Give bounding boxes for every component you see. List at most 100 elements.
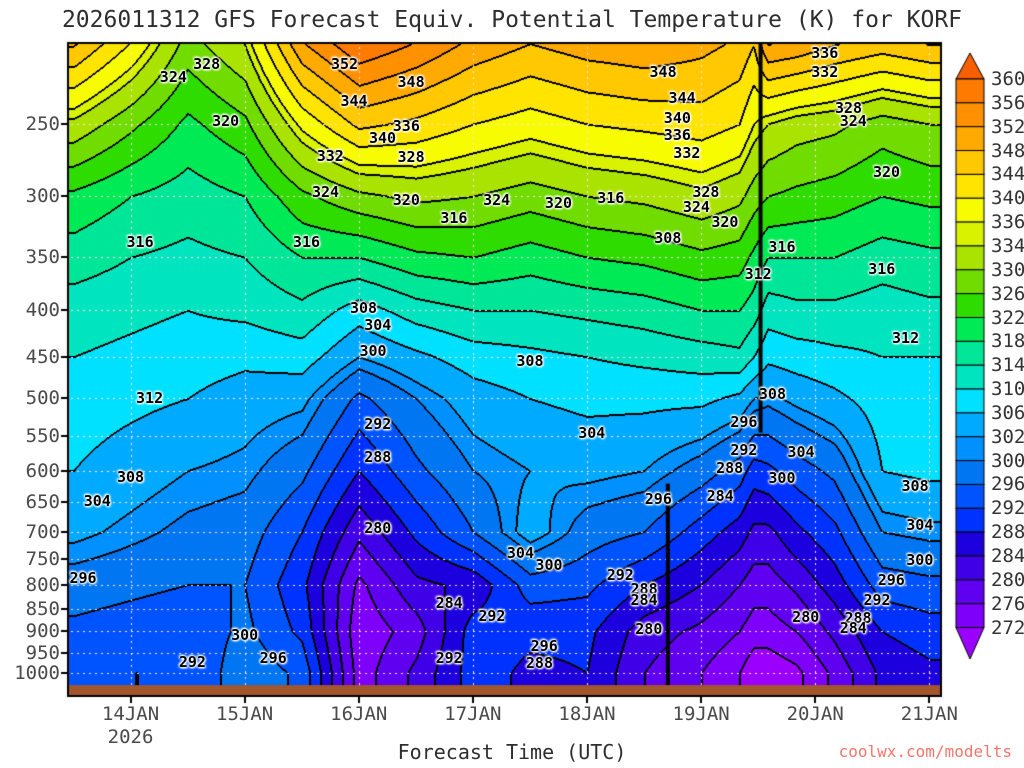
colorbar-tick-label: 284	[991, 545, 1024, 567]
y-axis-tick-label: 950	[25, 641, 60, 664]
y-axis-tick-label: 1000	[14, 661, 60, 684]
contour-label: 280	[364, 518, 392, 537]
contour-label: 292	[863, 591, 891, 610]
contour-label: 348	[649, 62, 677, 81]
colorbar-tick-label: 314	[991, 354, 1024, 377]
colorbar-tick-label: 344	[991, 163, 1024, 186]
y-axis-tick-label: 700	[25, 520, 60, 543]
contour-label: 288	[844, 609, 872, 628]
contour-label: 312	[136, 389, 164, 408]
y-axis-tick-label: 400	[25, 299, 60, 322]
y-axis-tick-label: 600	[25, 459, 60, 482]
x-axis-tick-label: 19JAN	[672, 703, 730, 725]
contour-label: 300	[906, 550, 934, 569]
contour-label: 284	[706, 487, 734, 506]
contour-label: 280	[792, 608, 820, 627]
contour-label: 288	[716, 459, 744, 478]
contour-label: 328	[193, 55, 221, 74]
y-axis-tick-label: 450	[25, 345, 60, 368]
contour-label: 344	[668, 88, 696, 107]
contour-label: 328	[834, 98, 863, 117]
contour-label: 288	[364, 447, 392, 466]
contour-label: 332	[673, 144, 701, 162]
x-axis-year-label: 2026	[107, 726, 154, 748]
contour-label: 308	[654, 228, 682, 247]
colorbar-tick-label: 330	[991, 258, 1024, 281]
contour-label: 320	[873, 162, 901, 181]
contour-label: 308	[516, 352, 544, 371]
contour-label: 284	[630, 590, 658, 609]
y-axis-tick-label: 800	[25, 573, 60, 596]
contour-label: 320	[212, 111, 240, 130]
contour-label: 304	[906, 516, 934, 535]
contour-label: 316	[126, 233, 154, 252]
colorbar-tick-label: 300	[991, 449, 1024, 472]
contour-label: 288	[630, 579, 658, 598]
contour-label: 316	[597, 188, 625, 207]
contour-label: 284	[435, 594, 463, 613]
colorbar-tick-label: 310	[991, 378, 1024, 401]
contour-label: 324	[839, 111, 867, 130]
contour-label: 336	[663, 125, 691, 144]
contour-label: 296	[877, 570, 905, 589]
y-axis-tick-label: 300	[25, 185, 60, 208]
contour-label: 308	[901, 476, 929, 495]
colorbar-tick-label: 288	[991, 521, 1024, 544]
contour-label: 292	[606, 565, 634, 584]
colorbar-tick-label: 318	[991, 330, 1024, 353]
contour-label: 296	[644, 489, 672, 508]
contour-label: 304	[364, 315, 392, 334]
y-axis-tick-label: 250	[25, 113, 60, 135]
contour-label: 288	[525, 654, 553, 673]
x-axis-tick-label: 14JAN	[101, 703, 160, 725]
contour-label: 308	[349, 299, 378, 318]
contour-label: 328	[397, 148, 425, 167]
x-axis-tick-label: 15JAN	[216, 703, 274, 725]
contour-label: 316	[768, 237, 796, 256]
contour-label: 292	[730, 441, 758, 460]
contour-label: 304	[506, 543, 534, 562]
contour-label: 328	[692, 183, 720, 202]
colorbar-tick-label: 280	[991, 568, 1024, 591]
contour-label: 304	[787, 442, 815, 461]
colorbar-tick-label: 276	[991, 592, 1024, 615]
colorbar-tick-label: 348	[991, 139, 1024, 162]
colorbar-tick-label: 352	[991, 115, 1024, 138]
contour-label: 312	[744, 264, 772, 283]
contour-label: 332	[316, 146, 344, 165]
contour-label: 296	[259, 648, 287, 667]
contour-label: 312	[892, 328, 920, 347]
contour-label: 296	[730, 413, 758, 432]
colorbar-tick-label: 340	[991, 187, 1024, 210]
x-axis-tick-label: 17JAN	[444, 703, 502, 725]
contour-label: 344	[340, 92, 368, 111]
contour-label: 316	[440, 209, 468, 228]
contour-label: 296	[69, 568, 97, 587]
contour-label: 304	[83, 491, 111, 510]
x-axis-tick-label: 18JAN	[558, 703, 616, 725]
contour-label: 300	[768, 468, 796, 487]
colorbar-tick-label: 306	[991, 401, 1024, 424]
x-axis-tick-label: 21JAN	[900, 703, 958, 725]
colorbar-tick-label: 334	[991, 234, 1024, 257]
y-axis-tick-label: 850	[25, 597, 60, 620]
contour-label: 320	[711, 212, 739, 231]
contour-label: 316	[292, 233, 321, 252]
contour-label: 336	[811, 44, 839, 63]
contour-label: 304	[578, 424, 606, 443]
x-axis-tick-label: 16JAN	[330, 703, 388, 725]
x-axis-tick-label: 20JAN	[786, 703, 844, 725]
contour-label: 300	[535, 555, 563, 574]
contour-label: 324	[311, 183, 340, 202]
contour-label: 296	[530, 637, 558, 656]
contour-label: 340	[663, 108, 691, 127]
y-axis-tick-label: 550	[25, 425, 60, 448]
contour-label: 324	[159, 67, 187, 86]
colorbar-tick-label: 302	[991, 425, 1024, 448]
colorbar-tick-label: 360	[991, 68, 1024, 90]
colorbar-tick-label: 326	[991, 282, 1024, 305]
colorbar-tick-label: 356	[991, 91, 1024, 114]
watermark-link[interactable]: coolwx.com/modelts	[838, 742, 1012, 761]
